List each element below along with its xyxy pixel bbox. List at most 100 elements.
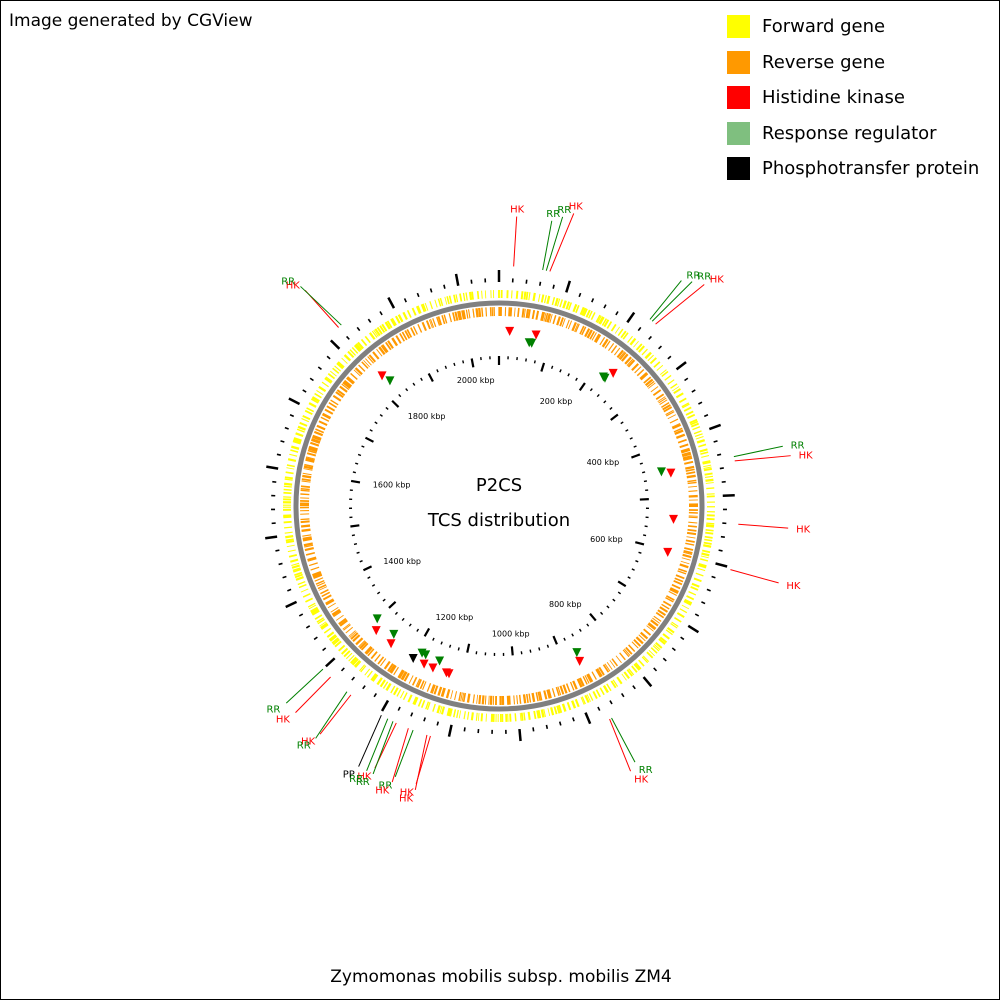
forward-gene-mark <box>447 708 452 717</box>
reverse-gene-mark <box>462 310 467 320</box>
forward-gene-mark <box>536 710 540 719</box>
forward-gene-mark <box>601 318 608 326</box>
forward-gene-mark <box>681 402 690 408</box>
outer-minor-tick <box>463 727 466 732</box>
legend: Forward gene Reverse gene Histidine kina… <box>727 9 979 187</box>
reverse-gene-mark <box>673 427 683 433</box>
tcs-callouts: HK RRRRHKRRRRHKRRHKHKHKRRHKHKHKRRHKHKRRRR… <box>266 202 813 805</box>
inner-minor-tick <box>575 377 578 381</box>
reverse-gene-mark <box>346 377 355 385</box>
reverse-gene-mark <box>361 361 369 369</box>
forward-gene-mark <box>633 663 641 671</box>
reverse-gene-mark <box>531 692 536 703</box>
forward-gene-mark <box>665 629 673 636</box>
reverse-gene-mark <box>616 349 624 359</box>
forward-gene-mark <box>360 665 367 673</box>
inner-minor-tick <box>563 637 566 641</box>
forward-gene-mark <box>353 659 361 668</box>
forward-gene-mark <box>327 373 336 380</box>
forward-gene-mark <box>699 448 708 453</box>
reverse-gene-mark <box>404 330 411 339</box>
forward-gene-mark <box>642 655 650 663</box>
reverse-gene-mark <box>460 692 463 702</box>
outer-minor-tick <box>302 389 307 393</box>
histidine-kinase-marker <box>663 547 673 557</box>
inner-minor-tick <box>612 598 616 602</box>
outer-minor-tick <box>691 389 696 393</box>
reverse-gene-mark <box>441 315 446 325</box>
outer-minor-tick <box>275 549 280 552</box>
forward-gene-mark <box>705 525 715 528</box>
outer-minor-tick <box>637 326 642 332</box>
reverse-gene-mark <box>682 455 692 460</box>
forward-gene-mark <box>332 638 340 646</box>
reverse-gene-mark <box>312 570 322 577</box>
reverse-gene-mark <box>302 472 312 476</box>
reverse-gene-mark <box>679 563 689 569</box>
forward-gene-mark <box>330 635 338 642</box>
forward-gene-mark <box>675 392 684 399</box>
forward-gene-mark <box>566 702 572 711</box>
legend-item-histidine-kinase: Histidine kinase <box>727 80 979 116</box>
reverse-gene-mark <box>300 487 310 491</box>
forward-gene-mark <box>376 326 383 335</box>
forward-gene-mark <box>424 302 429 311</box>
inner-minor-tick <box>376 591 381 595</box>
inner-minor-tick <box>567 373 570 377</box>
outer-minor-tick <box>356 326 361 332</box>
outer-minor-tick <box>658 345 663 350</box>
outer-minor-tick <box>719 467 724 470</box>
inner-major-tick <box>423 627 431 637</box>
callout-label: RR <box>639 765 653 776</box>
reverse-gene-mark <box>618 351 626 360</box>
reverse-gene-mark <box>679 443 689 449</box>
outer-minor-tick <box>443 284 446 289</box>
reverse-gene-mark <box>421 321 427 331</box>
outer-major-tick <box>626 311 636 324</box>
forward-gene-mark <box>682 403 690 409</box>
forward-gene-mark <box>286 544 295 548</box>
inner-minor-tick <box>546 644 550 648</box>
reverse-gene-mark <box>352 634 361 642</box>
inner-minor-tick <box>559 369 562 373</box>
reverse-gene-mark <box>348 630 356 637</box>
kbp-label: 1000 kbp <box>492 629 530 638</box>
reverse-gene-mark <box>662 404 671 411</box>
forward-gene-mark <box>360 338 368 347</box>
reverse-gene-mark <box>589 330 596 340</box>
forward-gene-mark <box>456 709 459 718</box>
reverse-gene-mark <box>686 531 697 536</box>
forward-gene-mark <box>355 661 362 668</box>
callout-label: RR <box>266 705 280 716</box>
forward-gene-mark <box>641 656 649 664</box>
outer-minor-tick <box>667 355 672 360</box>
forward-gene-mark <box>704 472 713 476</box>
kbp-label: 1400 kbp <box>383 557 421 566</box>
forward-gene-mark <box>444 296 448 305</box>
reverse-gene-mark <box>673 579 683 586</box>
reverse-gene-mark <box>631 641 639 649</box>
outer-minor-tick <box>309 377 314 382</box>
reverse-gene-mark <box>397 669 404 679</box>
forward-gene-mark <box>316 617 325 623</box>
inner-minor-tick <box>550 365 554 369</box>
callout-label: HK <box>276 714 291 725</box>
forward-gene-mark <box>538 710 542 719</box>
reverse-gene-mark <box>591 332 597 341</box>
outer-minor-tick <box>284 426 289 430</box>
inner-minor-tick <box>355 462 359 465</box>
reverse-gene-mark <box>324 408 334 415</box>
outer-minor-tick <box>620 692 625 698</box>
kbp-label: 2000 kbp <box>457 376 495 385</box>
reverse-gene-mark <box>623 648 631 656</box>
histidine-kinase-marker <box>608 368 618 378</box>
inner-minor-tick <box>629 437 633 440</box>
forward-gene-mark <box>470 712 474 721</box>
forward-gene-mark <box>703 464 712 468</box>
reverse-gene-mark <box>686 474 696 479</box>
reverse-gene-mark <box>579 325 585 335</box>
forward-gene-mark <box>656 364 664 371</box>
reverse-gene-mark <box>671 423 681 428</box>
outer-minor-tick <box>322 647 327 652</box>
reverse-gene-mark <box>318 586 328 591</box>
